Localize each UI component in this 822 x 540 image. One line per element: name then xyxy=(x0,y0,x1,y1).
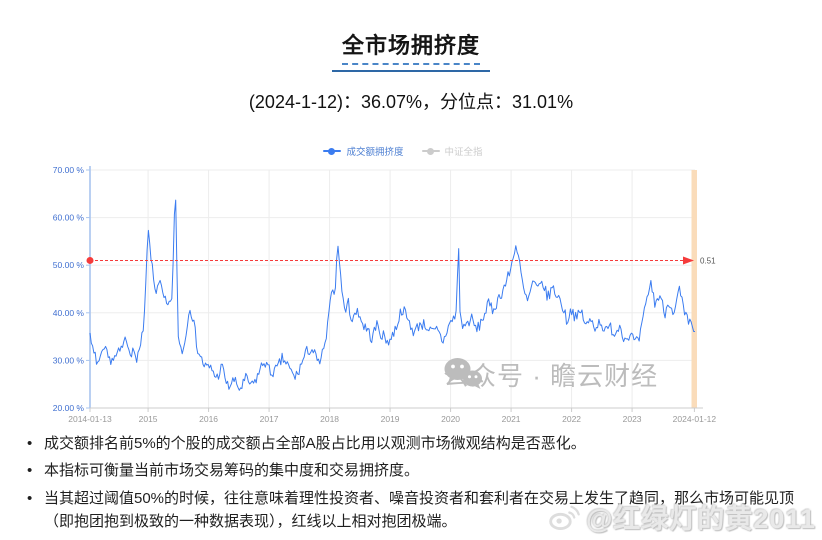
subtitle-stats: (2024-1-12)：36.07%，分位点：31.01% xyxy=(248,92,574,112)
x-axis-label: 2015 xyxy=(139,414,158,424)
x-axis-label: 2018 xyxy=(320,414,339,424)
y-axis-label: 30.00 % xyxy=(53,355,85,365)
legend-label: 中证全指 xyxy=(444,147,483,158)
threshold-arrow-icon xyxy=(683,256,694,265)
y-axis-label: 20.00 % xyxy=(53,403,85,413)
legend-item-turnover-congestion[interactable]: 成交额拥挤度 xyxy=(323,144,404,158)
note-item: 成交额排名前5%的个股的成交额占全部A股占比用以观测市场微观结构是否恶化。 xyxy=(22,432,810,456)
chart-legend: 成交额拥挤度 中证全指 xyxy=(48,144,758,158)
wechat-watermark: 公众号 · 瞻云财经 xyxy=(443,356,658,393)
line-dot-marker-icon xyxy=(323,147,342,155)
x-axis-label: 2023 xyxy=(623,414,642,424)
congestion-series-line xyxy=(89,199,695,391)
note-item: 本指标可衡量当前市场交易筹码的集中度和交易拥挤度。 xyxy=(22,459,810,483)
x-axis-label: 2020 xyxy=(441,414,460,424)
legend-item-csi-all-share[interactable]: 中证全指 xyxy=(421,144,483,158)
x-axis-label: 2014-01-13 xyxy=(68,414,112,424)
title-underline: 全市场拥挤度 xyxy=(331,28,490,72)
x-axis-label: 2021 xyxy=(502,414,521,424)
line-dot-marker-icon xyxy=(421,147,440,155)
weibo-icon xyxy=(549,505,580,530)
legend-label: 成交额拥挤度 xyxy=(346,147,404,158)
note-item: 当其超过阈值50%的时候，往往意味着理性投资者、噪音投资者和套利者在交易上发生了… xyxy=(22,487,810,534)
threshold-start-dot xyxy=(86,256,94,264)
latest-date-highlight-band xyxy=(691,170,697,408)
threshold-value-label: 0.51 xyxy=(700,256,716,265)
page-title: 全市场拥挤度 xyxy=(341,28,480,65)
weibo-watermark-text: @红绿灯的黄2011 xyxy=(586,504,816,534)
notes-list: 成交额排名前5%的个股的成交额占全部A股占比用以观测市场微观结构是否恶化。 本指… xyxy=(22,432,810,537)
wechat-icon xyxy=(444,358,482,389)
x-axis-label: 2022 xyxy=(562,414,581,424)
y-axis-label: 40.00 % xyxy=(53,308,85,318)
congestion-line-chart: 70.00 % 60.00 % 50.00 % 40.00 % 30.00 % 20.00… xyxy=(53,165,717,424)
y-axis-label: 60.00 % xyxy=(53,213,85,223)
weibo-watermark: @红绿灯的黄2011 xyxy=(548,497,816,536)
y-axis-label: 70.00 % xyxy=(53,165,85,175)
x-axis-label: 2016 xyxy=(199,414,218,424)
title-block: 全市场拥挤度 xyxy=(0,28,822,72)
chart-area: 成交额拥挤度 中证全指 70.00 % 60.00 % 50.00 % 40.00 %… xyxy=(48,136,758,436)
x-axis-label: 2019 xyxy=(381,414,400,424)
x-axis-label: 2017 xyxy=(260,414,279,424)
x-axis-label: 2024-01-12 xyxy=(673,414,717,424)
y-axis-label: 50.00 % xyxy=(53,260,85,270)
